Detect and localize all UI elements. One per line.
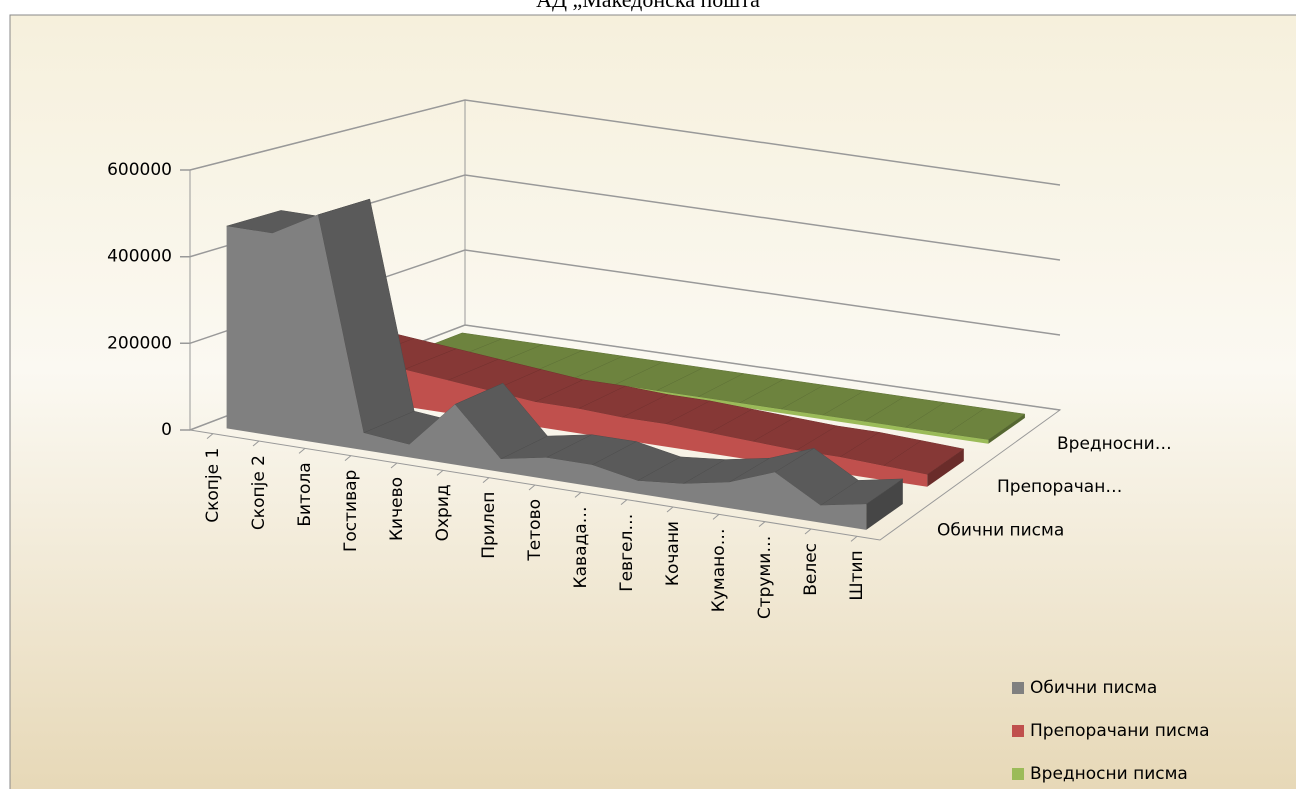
- x-tick-label: Гостивар: [341, 470, 361, 552]
- grid-line: [180, 99, 1061, 186]
- area-end: [927, 449, 964, 487]
- y-tick-label: 400000: [107, 247, 172, 267]
- y-tick-label: 200000: [107, 333, 172, 353]
- x-tick: [206, 433, 214, 440]
- x-tick: [298, 447, 306, 454]
- x-tick-label: Кочани: [663, 521, 683, 586]
- x-tick: [528, 484, 536, 491]
- x-tick: [390, 462, 398, 469]
- x-tick-label: Штип: [847, 550, 867, 600]
- x-tick: [758, 521, 766, 528]
- x-tick: [252, 440, 260, 447]
- x-tick-label: Струми…: [755, 536, 775, 620]
- depth-label: Вредносни…: [1057, 434, 1172, 454]
- x-tick: [620, 499, 628, 506]
- legend-swatch: [1012, 768, 1024, 780]
- legend-label: Обични писма: [1030, 678, 1157, 698]
- area: [226, 214, 867, 530]
- x-tick-label: Скопје 2: [249, 455, 269, 530]
- x-tick-label: Кавада…: [571, 506, 591, 588]
- x-tick-label: Кумано…: [709, 528, 729, 612]
- area-end: [988, 414, 1025, 444]
- x-tick: [804, 528, 812, 535]
- y-tick-label: 0: [161, 420, 172, 440]
- legend-swatch: [1012, 682, 1024, 694]
- area: [317, 347, 928, 487]
- x-tick: [574, 491, 582, 498]
- x-tick: [482, 477, 490, 484]
- legend-swatch: [1012, 725, 1024, 737]
- x-tick: [436, 469, 444, 476]
- x-tick: [712, 513, 720, 520]
- x-tick-label: Битола: [295, 462, 315, 526]
- legend-label: Вредносни писма: [1030, 764, 1188, 784]
- x-tick-label: Велес: [801, 543, 821, 596]
- y-tick-label: 600000: [107, 160, 172, 180]
- x-tick: [344, 455, 352, 462]
- x-tick: [666, 506, 674, 513]
- x-tick-label: Тетово: [525, 499, 545, 562]
- x-tick-label: Прилеп: [479, 492, 499, 559]
- depth-label: Препорачан…: [997, 477, 1122, 497]
- x-tick-label: Кичево: [387, 477, 407, 541]
- x-tick-label: Скопје 1: [203, 448, 223, 523]
- x-tick: [850, 535, 858, 542]
- depth-label: Обични писма: [937, 521, 1064, 541]
- area-end: [866, 478, 903, 530]
- chart-title: АД „Македонска пошта: [536, 0, 760, 12]
- x-tick-label: Охрид: [433, 484, 453, 541]
- legend-label: Препорачани писма: [1030, 721, 1210, 741]
- x-tick-label: Гевгел…: [617, 514, 637, 592]
